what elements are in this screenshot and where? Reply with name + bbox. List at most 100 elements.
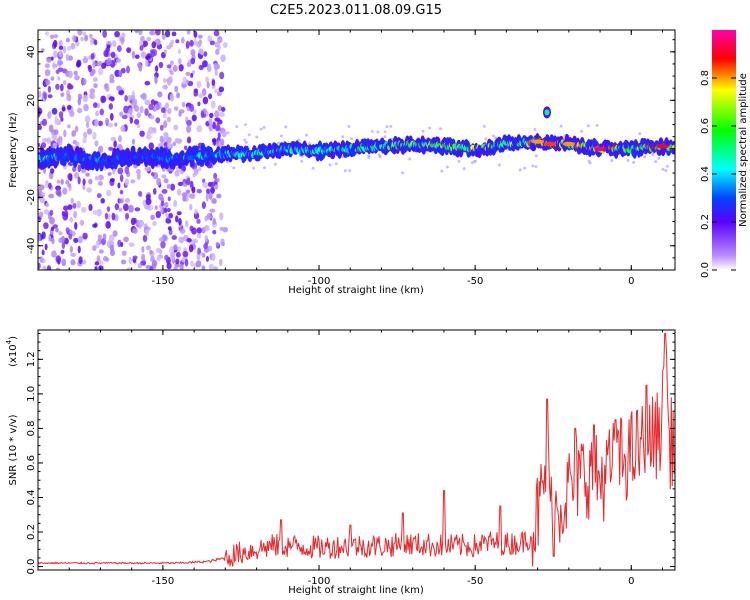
noise-blob xyxy=(69,110,75,118)
noise-blob xyxy=(108,103,113,110)
noise-blob xyxy=(213,62,218,70)
noise-blob xyxy=(587,159,591,163)
colorbar-tick-label: 0.2 xyxy=(700,214,711,230)
noise-blob xyxy=(95,240,100,249)
noise-blob xyxy=(193,168,199,173)
noise-blob xyxy=(103,49,109,58)
noise-blob xyxy=(56,179,61,184)
noise-blob xyxy=(49,209,54,216)
noise-blob xyxy=(71,130,77,137)
noise-blob xyxy=(201,265,206,270)
noise-blob xyxy=(115,58,122,63)
ridge-hotspot xyxy=(656,144,669,149)
noise-blob xyxy=(76,61,81,68)
noise-blob xyxy=(473,159,477,163)
noise-blob xyxy=(99,175,104,181)
noise-blob xyxy=(651,153,655,157)
noise-blob xyxy=(220,138,225,146)
noise-blob xyxy=(131,138,135,145)
noise-blob xyxy=(120,125,126,133)
noise-blob xyxy=(96,176,101,181)
spectrogram-ticks: -150 -100 -50 0 -40 -20 0 20 40 xyxy=(26,30,675,287)
noise-blob xyxy=(182,196,187,202)
noise-blob xyxy=(497,163,501,167)
noise-blob xyxy=(99,108,105,116)
noise-blob xyxy=(52,63,59,68)
noise-blob xyxy=(173,124,179,131)
noise-blob xyxy=(167,107,172,115)
noise-blob xyxy=(153,187,157,195)
noise-blob xyxy=(128,204,134,213)
noise-blob xyxy=(52,142,58,148)
noise-blob xyxy=(176,92,181,99)
noise-blob xyxy=(196,218,201,224)
noise-blob xyxy=(209,112,214,119)
noise-blob xyxy=(166,64,172,69)
noise-blob xyxy=(79,220,84,226)
noise-blob xyxy=(107,213,111,221)
noise-blob xyxy=(154,75,158,84)
noise-blob xyxy=(56,138,60,143)
noise-blob xyxy=(217,193,222,199)
noise-blob xyxy=(210,253,216,261)
noise-blob xyxy=(189,203,193,211)
noise-blob xyxy=(149,249,153,255)
noise-blob xyxy=(126,65,130,74)
y-tick-label: 0.0 xyxy=(26,559,37,575)
noise-blob xyxy=(43,222,49,230)
noise-blob xyxy=(201,201,206,210)
noise-blob xyxy=(149,114,155,120)
noise-blob xyxy=(46,137,52,144)
noise-blob xyxy=(43,92,47,100)
noise-blob xyxy=(162,112,167,119)
spectrogram-frame xyxy=(37,29,676,271)
noise-blob xyxy=(284,125,288,129)
noise-blob xyxy=(89,33,93,39)
noise-blob xyxy=(182,251,189,258)
noise-blob xyxy=(144,99,151,106)
noise-blob xyxy=(55,227,59,233)
noise-blob xyxy=(41,231,46,240)
noise-blob xyxy=(163,178,169,184)
noise-blob xyxy=(185,71,191,76)
noise-blob xyxy=(167,78,172,86)
noise-blob xyxy=(169,70,174,76)
noise-blob xyxy=(144,80,151,86)
noise-blob xyxy=(152,220,157,227)
noise-blob xyxy=(138,219,144,227)
noise-blob xyxy=(165,212,169,218)
noise-blob xyxy=(174,170,180,177)
noise-blob xyxy=(131,50,136,59)
noise-blob xyxy=(226,131,230,135)
noise-blob xyxy=(214,110,220,118)
noise-blob xyxy=(88,65,92,73)
noise-blob xyxy=(89,39,94,46)
noise-blob xyxy=(187,136,192,144)
noise-blob xyxy=(70,42,76,50)
noise-blob xyxy=(73,172,80,179)
noise-blob xyxy=(81,168,87,174)
noise-blob xyxy=(277,141,281,145)
noise-blob xyxy=(96,193,102,199)
noise-blob xyxy=(196,125,203,133)
noise-blob xyxy=(197,101,201,107)
noise-blob xyxy=(186,62,192,68)
y-tick-label: 1.2 xyxy=(26,351,37,367)
noise-blob xyxy=(182,76,187,85)
noise-blob xyxy=(97,234,103,240)
noise-blob xyxy=(124,95,128,102)
colorbar-tick-label: 0.0 xyxy=(700,262,711,278)
snr-multiplier-label: (x104) xyxy=(5,336,19,367)
noise-blob xyxy=(121,32,126,39)
noise-blob xyxy=(190,73,194,78)
noise-blob xyxy=(207,35,213,43)
noise-blob xyxy=(144,228,150,237)
noise-blob xyxy=(45,180,49,188)
noise-blob xyxy=(81,206,87,213)
colorbar-gradient xyxy=(712,30,736,270)
noise-blob xyxy=(580,129,584,133)
noise-blob xyxy=(139,45,144,51)
ridge-hotspot xyxy=(562,141,575,147)
noise-blob xyxy=(212,121,216,130)
